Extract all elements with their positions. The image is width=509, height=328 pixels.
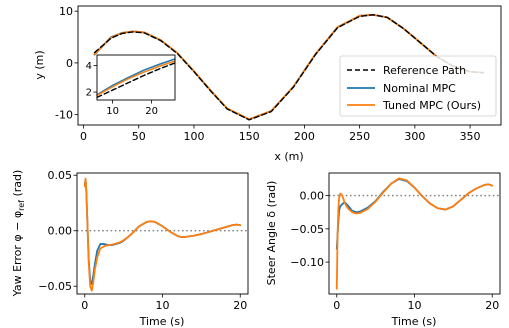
trajectory-x-tick-label: 50 (132, 130, 146, 143)
yaw-error-y-label-main: Yaw Error φ − φ (11, 211, 24, 297)
trajectory-ticks: 0 50 100 150 200 250 300 350 -10 0 10 (55, 5, 481, 143)
steer-angle-y-tick-label: −0.10 (290, 256, 324, 269)
steer-angle-x-tick-label: 20 (485, 299, 499, 312)
trajectory-y-tick-label: 0 (66, 57, 73, 70)
yaw-error-y-tick-label: 0.05 (48, 169, 73, 182)
zoom-inset: 10 20 2 4 (86, 54, 176, 117)
yaw-error-series (77, 177, 248, 292)
yaw-error-x-tick-label: 0 (81, 299, 88, 312)
trajectory-y-tick-label: -10 (55, 109, 73, 122)
inset-x-tick-label: 10 (106, 106, 119, 117)
trajectory-x-axis-label: x (m) (274, 150, 303, 163)
inset-series (96, 58, 176, 99)
steer-angle-series (329, 177, 500, 290)
trajectory-x-tick-label: 300 (404, 130, 425, 143)
yaw-error-y-label-unit: (rad) (11, 170, 24, 200)
trajectory-plot-frame (77, 5, 502, 126)
steer-angle-tuned-mpc-ours-line (335, 177, 494, 290)
yaw-error-nominal-mpc-line (83, 178, 242, 285)
steer-angle-chart: 0 10 20 −0.10 −0.05 0.00 Time (s) Steer Angle… (265, 172, 501, 328)
steer-angle-x-tick-label: 0 (333, 299, 340, 312)
trajectory-x-tick-label: 350 (460, 130, 481, 143)
inset-x-tick-label: 20 (145, 106, 158, 117)
inset-background (97, 55, 175, 100)
steer-angle-y-axis-label: Steer Angle δ (rad) (265, 181, 278, 286)
steer-angle-x-axis-label: Time (s) (391, 315, 437, 328)
legend-nominal-label: Nominal MPC (383, 82, 456, 95)
trajectory-y-axis-label: y (m) (33, 50, 46, 79)
trajectory-x-tick-label: 250 (349, 130, 370, 143)
trajectory-series (93, 13, 485, 121)
yaw-error-plot-frame (76, 172, 249, 295)
yaw-error-x-axis-label: Time (s) (139, 315, 185, 328)
yaw-error-x-tick-label: 10 (156, 299, 170, 312)
inset-y-tick-label: 2 (86, 88, 92, 99)
yaw-error-ticks: 0 10 20 −0.05 0.00 0.05 (38, 169, 247, 312)
yaw-error-y-axis-label: Yaw Error φ − φref (rad) (11, 170, 26, 298)
yaw-error-tuned-mpc-ours-line (83, 177, 242, 292)
trajectory-y-tick-label: 10 (59, 5, 73, 18)
steer-angle-ticks: 0 10 20 −0.10 −0.05 0.00 (290, 190, 499, 312)
inset-ticks: 10 20 2 4 (86, 61, 158, 117)
inset-tuned-mpc-ours-line (96, 60, 176, 97)
steer-angle-y-tick-label: −0.05 (290, 223, 324, 236)
legend-tuned-label: Tuned MPC (Ours) (382, 99, 481, 112)
inset-reference-path-line (96, 62, 176, 99)
legend-reference-label: Reference Path (383, 64, 466, 77)
steer-angle-y-tick-label: 0.00 (300, 190, 325, 203)
steer-angle-plot-frame (328, 172, 501, 295)
yaw-error-x-tick-label: 20 (233, 299, 247, 312)
trajectory-x-tick-label: 200 (294, 130, 315, 143)
trajectory-reference-path-line (93, 14, 485, 121)
inset-frame (96, 54, 176, 101)
steer-angle-x-tick-label: 10 (408, 299, 422, 312)
yaw-error-y-tick-label: 0.00 (48, 225, 73, 238)
trajectory-x-tick-label: 100 (183, 130, 204, 143)
legend: Reference Path Nominal MPC Tuned MPC (Ou… (339, 55, 497, 117)
yaw-error-y-label-subscript: ref (17, 200, 26, 211)
inset-nominal-mpc-line (96, 58, 176, 96)
inset-y-tick-label: 4 (86, 61, 92, 72)
yaw-error-chart: 0 10 20 −0.05 0.00 0.05 Time (s) Yaw Error φ … (11, 169, 249, 328)
steer-angle-nominal-mpc-line (335, 178, 494, 250)
trajectory-x-tick-label: 0 (80, 130, 87, 143)
yaw-error-y-tick-label: −0.05 (38, 280, 72, 293)
trajectory-x-tick-label: 150 (239, 130, 260, 143)
legend-box (339, 55, 497, 117)
